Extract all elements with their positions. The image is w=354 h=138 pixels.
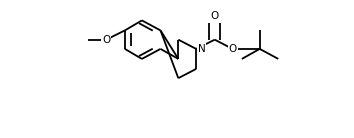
Text: O: O	[228, 44, 237, 54]
Text: O: O	[211, 11, 219, 21]
Text: N: N	[198, 44, 205, 54]
Text: O: O	[102, 35, 110, 45]
